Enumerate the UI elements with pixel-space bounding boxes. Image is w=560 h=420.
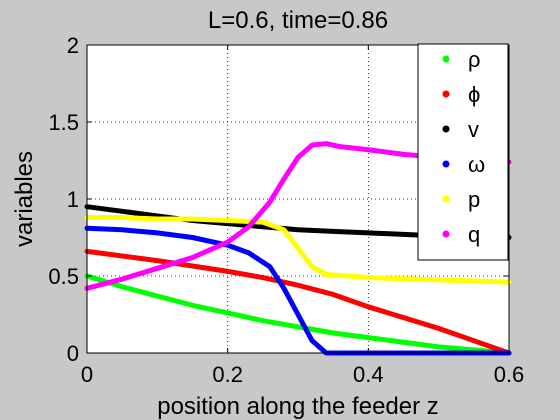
legend-label: p: [468, 187, 480, 212]
y-tick-label: 0: [67, 341, 79, 366]
x-tick-label: 0.2: [212, 362, 243, 387]
series-line: [84, 273, 512, 356]
series-line: [84, 214, 512, 285]
x-tick-label: 0: [81, 362, 93, 387]
legend-label: v: [468, 117, 479, 142]
legend-marker: [442, 195, 450, 203]
series-line: [84, 248, 512, 356]
series-line: [84, 141, 512, 291]
legend-label: ϕ: [468, 82, 480, 107]
legend-marker: [442, 160, 450, 168]
legend-marker: [442, 55, 450, 63]
y-axis-label: variables: [11, 151, 38, 247]
y-tick-label: 0.5: [48, 264, 79, 289]
y-tick-label: 1: [67, 187, 79, 212]
axis-ticks: 0 0.2 0.4 0.6 0 0.5 1 1.5 2: [48, 33, 524, 387]
y-tick-label: 1.5: [48, 110, 79, 135]
legend-box: [417, 43, 509, 261]
legend-label: q: [468, 222, 480, 247]
legend-marker: [442, 230, 450, 238]
x-tick-label: 0.6: [494, 362, 525, 387]
x-axis-label: position along the feeder z: [157, 393, 439, 420]
x-tick-label: 0.4: [353, 362, 384, 387]
legend-label: ρ: [468, 47, 481, 72]
legend-marker: [442, 90, 450, 98]
chart-title: L=0.6, time=0.86: [208, 7, 388, 34]
y-tick-label: 2: [67, 33, 79, 58]
grid-lines: [87, 45, 509, 353]
legend-label: ω: [468, 152, 485, 177]
legend-marker: [442, 125, 450, 133]
